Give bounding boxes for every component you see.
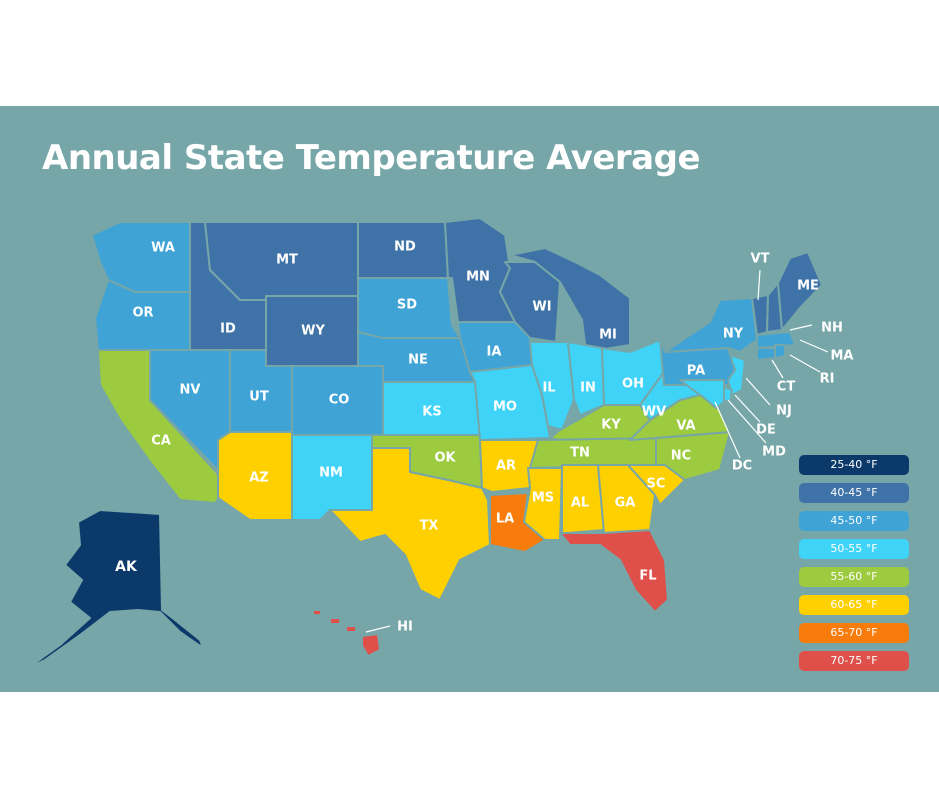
state-al — [561, 464, 605, 541]
state-ar — [479, 439, 539, 493]
label-id: ID — [220, 321, 236, 337]
label-ar: AR — [495, 458, 517, 474]
label-mi: MI — [599, 327, 617, 343]
legend-item-45-50: 45-50 °F — [799, 511, 909, 531]
label-nd: ND — [394, 239, 416, 255]
label-al: AL — [570, 495, 590, 511]
label-in: IN — [580, 380, 596, 396]
state-ak — [27, 509, 204, 669]
state-ny — [664, 297, 758, 353]
legend-item-25-40: 25-40 °F — [799, 455, 909, 475]
label-ky: KY — [601, 417, 621, 433]
label-nv: NV — [179, 382, 201, 398]
label-az: AZ — [249, 470, 269, 486]
label-dc: DC — [731, 458, 753, 474]
state-hi — [312, 609, 381, 657]
state-me — [777, 251, 823, 331]
state-de — [723, 386, 733, 403]
label-nm: NM — [319, 465, 343, 481]
label-ms: MS — [531, 490, 555, 506]
label-co: CO — [328, 392, 350, 408]
label-wv: WV — [641, 404, 667, 420]
label-oh: OH — [622, 376, 644, 392]
label-wi: WI — [532, 299, 552, 315]
label-or: OR — [132, 305, 154, 321]
legend-item-60-65: 60-65 °F — [799, 595, 909, 615]
state-ga — [597, 464, 656, 534]
legend-item-40-45: 40-45 °F — [799, 483, 909, 503]
label-sd: SD — [396, 297, 418, 313]
state-tn — [529, 437, 663, 469]
label-hi: HI — [397, 619, 413, 635]
label-de: DE — [756, 422, 776, 438]
state-ct — [756, 347, 776, 361]
label-ok: OK — [434, 450, 456, 466]
label-pa: PA — [686, 363, 706, 379]
label-me: ME — [797, 278, 819, 294]
label-ks: KS — [422, 404, 442, 420]
map-title: Annual State Temperature Average — [42, 138, 701, 178]
legend-item-65-70: 65-70 °F — [799, 623, 909, 643]
label-il: IL — [542, 380, 556, 396]
label-sc: SC — [646, 476, 666, 492]
label-ga: GA — [614, 495, 636, 511]
label-mt: MT — [276, 252, 298, 268]
label-ut: UT — [249, 389, 269, 405]
label-nh: NH — [821, 320, 843, 336]
label-tn: TN — [570, 445, 590, 461]
label-la: LA — [495, 511, 515, 527]
legend-item-55-60: 55-60 °F — [799, 567, 909, 587]
label-mo: MO — [493, 399, 517, 415]
label-ma: MA — [830, 348, 854, 364]
legend-item-50-55: 50-55 °F — [799, 539, 909, 559]
label-tx: TX — [419, 518, 439, 534]
label-ct: CT — [776, 379, 796, 395]
label-mn: MN — [466, 269, 490, 285]
label-vt: VT — [750, 251, 770, 267]
state-md — [679, 379, 725, 409]
label-ne: NE — [408, 352, 428, 368]
label-nj: NJ — [776, 403, 792, 419]
label-wy: WY — [301, 323, 325, 339]
label-ri: RI — [819, 371, 835, 387]
state-mi — [509, 247, 631, 353]
legend-item-70-75: 70-75 °F — [799, 651, 909, 671]
state-in — [567, 341, 605, 416]
state-fl — [559, 529, 669, 613]
label-ny: NY — [722, 326, 744, 342]
label-nc: NC — [670, 448, 692, 464]
label-wa: WA — [151, 240, 175, 256]
label-fl: FL — [639, 568, 657, 584]
state-tx — [329, 447, 491, 601]
label-ia: IA — [486, 344, 502, 360]
label-md: MD — [762, 444, 786, 460]
state-az — [217, 431, 293, 521]
state-ri — [774, 344, 786, 359]
state-ma — [756, 331, 796, 349]
label-leader-lines — [365, 269, 829, 633]
label-ca: CA — [151, 433, 171, 449]
label-va: VA — [676, 418, 696, 434]
state-nc — [627, 431, 731, 481]
label-ak: AK — [115, 559, 137, 575]
